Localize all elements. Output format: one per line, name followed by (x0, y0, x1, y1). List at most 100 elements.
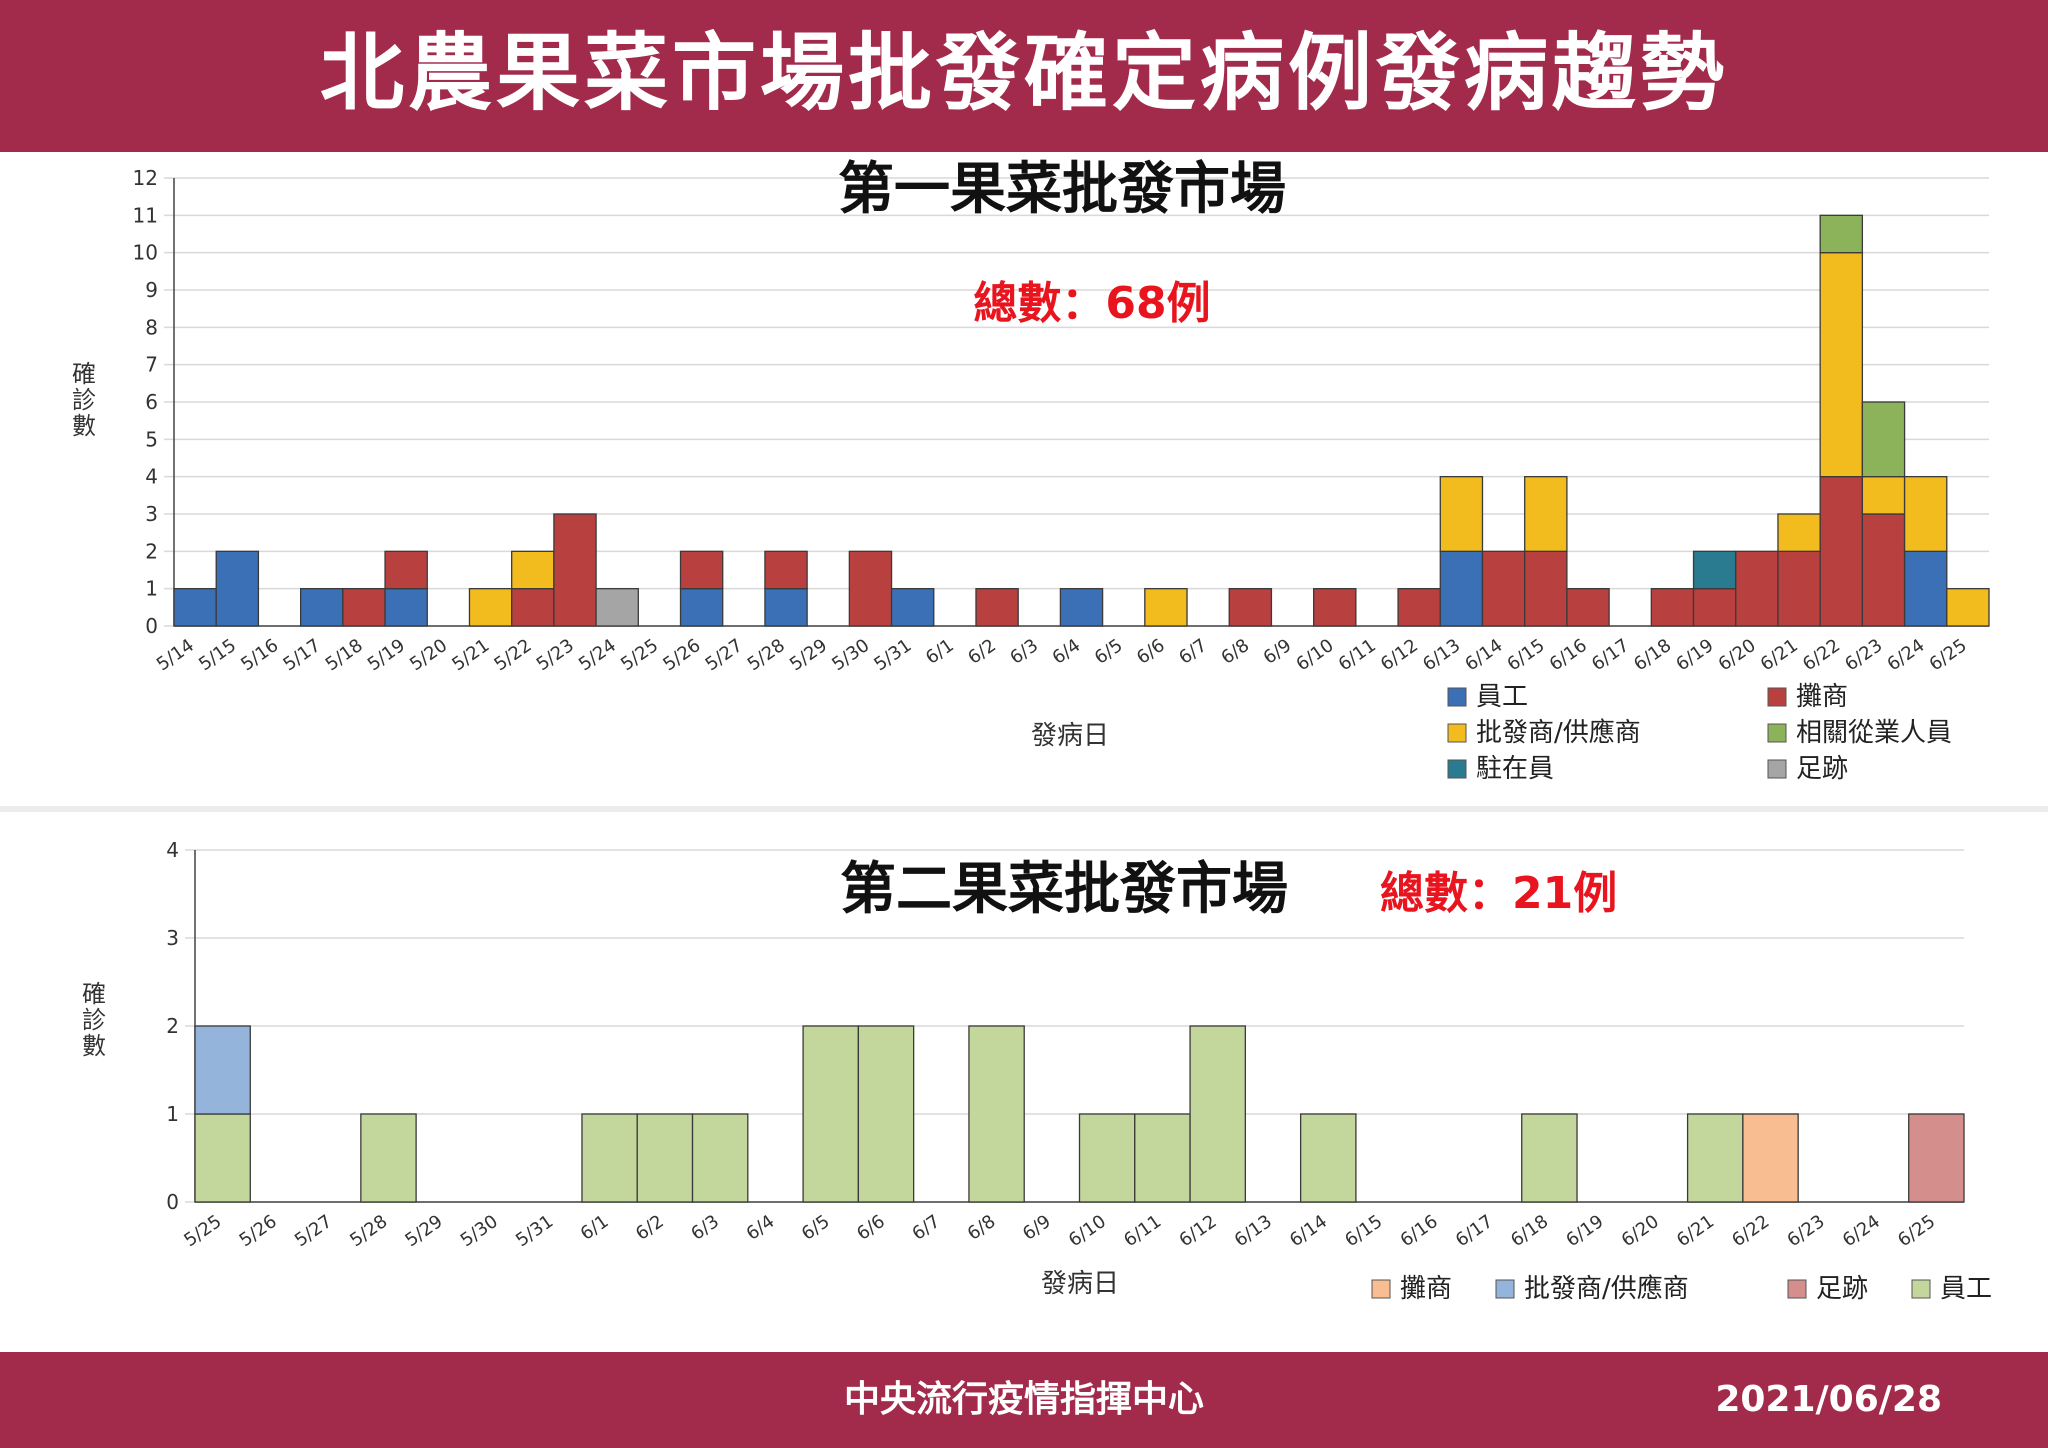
bar-segment (890, 588, 935, 627)
legend-swatch (1495, 1279, 1515, 1299)
bar-segment (1692, 550, 1737, 590)
x-tick-label: 5/14 (153, 635, 198, 675)
bar-segment (1313, 588, 1357, 627)
chart-title: 第一果菜批發市場 (838, 157, 1286, 222)
x-tick-label: 6/1 (922, 635, 958, 669)
bar-segment (1439, 476, 1484, 552)
x-tick-label: 6/16 (1397, 1211, 1442, 1251)
x-tick-label: 6/24 (1883, 635, 1928, 675)
x-tick-label: 6/13 (1419, 635, 1464, 675)
x-tick-label: 6/21 (1757, 635, 1802, 675)
legend-swatch (1447, 687, 1467, 707)
x-tick-label: 6/24 (1839, 1211, 1884, 1251)
bar-segment (173, 588, 217, 627)
chart-panel-first-market: 0 1 2 3 4 5 6 7 8 9 10 11 12 5/14 5/15 5/16 5/17 5/18 5/19… (2, 152, 2046, 806)
footer-date: 2021/06/28 (1715, 1379, 1942, 1420)
x-tick-label: 6/18 (1630, 635, 1675, 675)
bar-segment (1144, 588, 1188, 627)
x-tick-label: 5/27 (291, 1211, 336, 1251)
x-tick-label: 6/9 (1260, 635, 1296, 669)
x-tick-label: 6/12 (1377, 635, 1422, 675)
bar-segment (1819, 476, 1864, 627)
x-tick-label: 5/24 (575, 635, 620, 675)
legend-label: 足跡 (1816, 1274, 1868, 1304)
bar-segment (1059, 588, 1104, 627)
y-tick-label: 3 (166, 926, 179, 950)
x-tick-label: 6/23 (1841, 635, 1886, 675)
legend-swatch (1767, 759, 1787, 779)
legend-label: 相關從業人員 (1796, 718, 1952, 748)
y-tick-label: 8 (145, 315, 158, 339)
legend-swatch (1447, 759, 1467, 779)
bar-segment (581, 1113, 638, 1203)
x-tick-label: 6/22 (1728, 1211, 1773, 1251)
x-tick-label: 6/10 (1065, 1211, 1110, 1251)
x-tick-label: 6/3 (1006, 635, 1042, 669)
chart-subtitle: 總數：21例 (1380, 868, 1617, 919)
chart-subtitle: 總數：68例 (973, 278, 1210, 329)
x-tick-label: 6/25 (1894, 1211, 1939, 1251)
x-tick-label: 5/18 (322, 635, 367, 675)
bar-segment (975, 588, 1019, 627)
y-tick-label: 6 (145, 390, 158, 414)
bar-segment (1735, 550, 1779, 627)
x-tick-label: 6/7 (1175, 635, 1211, 669)
x-tick-label: 6/7 (908, 1211, 944, 1245)
x-tick-label: 5/31 (512, 1211, 557, 1251)
x-tick-label: 5/25 (617, 635, 662, 675)
y-axis-label: 數 (82, 1032, 106, 1060)
bar-segment (384, 550, 428, 590)
x-tick-label: 5/29 (401, 1211, 446, 1251)
x-tick-label: 5/28 (346, 1211, 391, 1251)
bar-segment (468, 588, 513, 627)
y-tick-label: 1 (166, 1102, 179, 1126)
bar-segment (299, 588, 344, 627)
y-tick-label: 4 (145, 465, 158, 489)
x-tick-label: 6/6 (853, 1211, 889, 1245)
bar-segment (1908, 1113, 1965, 1203)
bar-segment (1521, 1113, 1578, 1203)
bar-segment (1481, 550, 1526, 627)
bar-segment (636, 1113, 694, 1203)
y-tick-label: 11 (133, 203, 158, 227)
bar-segment (679, 588, 724, 627)
y-tick-label: 10 (133, 241, 158, 265)
x-tick-label: 5/17 (279, 635, 324, 675)
bar-segment (1777, 550, 1821, 627)
legend-label: 批發商/供應商 (1524, 1274, 1689, 1304)
x-tick-label: 5/30 (457, 1211, 502, 1251)
bar-segment (802, 1025, 860, 1203)
y-tick-label: 0 (145, 614, 158, 638)
bar-segment (1903, 550, 1948, 627)
x-tick-label: 5/29 (786, 635, 831, 675)
x-tick-label: 6/17 (1452, 1211, 1497, 1251)
bar-segment (1777, 513, 1821, 552)
bar-segment (1566, 588, 1610, 627)
legend-label: 員工 (1940, 1274, 1992, 1304)
x-tick-label: 6/14 (1461, 635, 1506, 675)
y-tick-label: 1 (145, 577, 158, 601)
y-tick-label: 7 (145, 353, 158, 377)
bar-segment (511, 588, 555, 627)
bar-segment (1439, 550, 1484, 627)
panel-divider (0, 806, 2048, 812)
legend-swatch (1447, 723, 1467, 743)
x-tick-label: 6/9 (1019, 1211, 1055, 1245)
x-tick-label: 5/27 (702, 635, 747, 675)
legend-swatch (1767, 687, 1787, 707)
x-tick-label: 5/26 (659, 635, 704, 675)
x-tick-label: 5/15 (195, 635, 240, 675)
x-tick-label: 6/8 (1217, 635, 1253, 669)
y-axis-label: 確 (72, 360, 96, 388)
y-axis-label: 確 (82, 980, 106, 1008)
bar-segment (1692, 588, 1737, 627)
x-tick-label: 6/19 (1562, 1211, 1607, 1251)
bar-segment (1134, 1113, 1191, 1203)
x-tick-label: 6/2 (964, 635, 1000, 669)
x-tick-label: 6/8 (964, 1211, 1000, 1245)
header-banner: 北農果菜市場批發確定病例發病趨勢 (0, 0, 2048, 152)
x-tick-label: 5/23 (533, 635, 578, 675)
y-tick-label: 3 (145, 502, 158, 526)
x-tick-label: 6/12 (1175, 1211, 1220, 1251)
y-axis-label: 診 (72, 386, 96, 414)
